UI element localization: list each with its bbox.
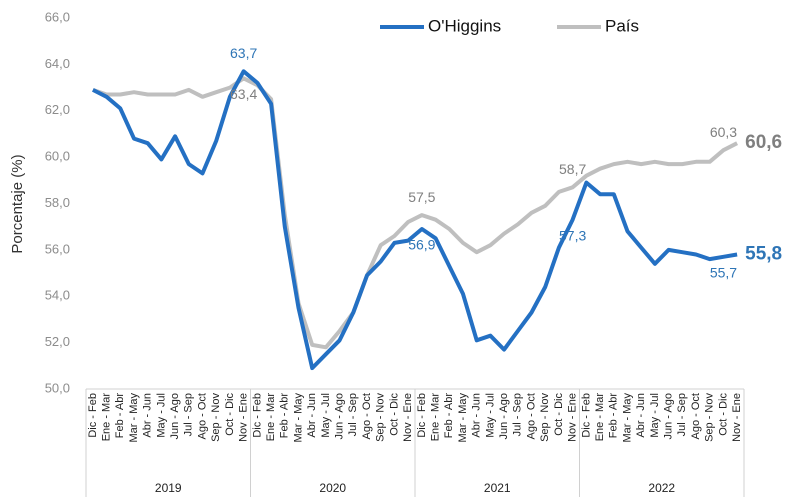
x-tick-label: Jun - Ago xyxy=(169,393,181,439)
x-tick-label: Ene - Mar xyxy=(265,393,277,442)
x-tick-label: Sep - Nov xyxy=(210,393,222,442)
x-tick-label: Jul - Sep xyxy=(512,393,524,436)
x-tick-label: Oct - Dic xyxy=(224,393,236,436)
x-tick-label: Jul - Sep xyxy=(183,393,195,436)
y-tick-label: 60,0 xyxy=(45,149,70,164)
x-tick-label: May - Jul xyxy=(320,393,332,438)
x-tick-label: Jun - Ago xyxy=(334,393,346,439)
x-tick-label: Nov - Ene xyxy=(567,393,579,442)
data-label: 58,7 xyxy=(559,161,586,177)
x-tick-label: Feb - Abr xyxy=(279,393,291,439)
x-tick-label: Abr - Jun xyxy=(471,393,483,438)
data-label: 63,7 xyxy=(230,45,257,61)
data-label: 55,7 xyxy=(710,265,737,281)
x-tick-label: Ene - Mar xyxy=(429,393,441,442)
x-tick-label: Feb - Abr xyxy=(114,393,126,439)
x-group-label: 2019 xyxy=(155,481,182,495)
y-tick-label: 50,0 xyxy=(45,380,70,395)
x-tick-label: Sep - Nov xyxy=(704,393,716,442)
series-line xyxy=(92,76,739,350)
x-tick-label: Ene - Mar xyxy=(100,393,112,442)
y-tick-label: 66,0 xyxy=(45,9,70,24)
x-group-label: 2021 xyxy=(484,481,511,495)
data-label: 60,3 xyxy=(710,124,737,140)
x-tick-label: Oct - Dic xyxy=(553,393,565,436)
x-tick-label: Ago - Oct xyxy=(361,393,373,439)
x-tick-label: Ago - Oct xyxy=(690,393,702,439)
y-tick-label: 64,0 xyxy=(45,56,70,71)
legend-label: O'Higgins xyxy=(428,16,501,35)
x-tick-label: Nov - Ene xyxy=(731,393,743,442)
x-tick-label: May - Jul xyxy=(155,393,167,438)
x-group-label: 2022 xyxy=(648,481,675,495)
data-label: 57,5 xyxy=(408,189,435,205)
x-tick-label: Jun - Ago xyxy=(663,393,675,439)
x-tick-label: Mar - May xyxy=(128,393,140,443)
x-tick-label: Abr - Jun xyxy=(142,393,154,438)
x-tick-label: Dic - Feb xyxy=(87,393,99,438)
x-tick-label: Nov - Ene xyxy=(238,393,250,442)
x-tick-label: Ago - Oct xyxy=(196,393,208,439)
data-label: 55,8 xyxy=(745,244,782,265)
x-tick-label: Mar - May xyxy=(621,393,633,443)
x-tick-label: Jul - Sep xyxy=(676,393,688,436)
x-tick-label: Ene - Mar xyxy=(594,393,606,442)
x-tick-label: Dic - Feb xyxy=(416,393,428,438)
data-label: 57,3 xyxy=(559,227,586,243)
series-line xyxy=(92,69,738,371)
y-tick-label: 52,0 xyxy=(45,334,70,349)
x-tick-label: Jun - Ago xyxy=(498,393,510,439)
y-tick-label: 54,0 xyxy=(45,288,70,303)
x-tick-label: Sep - Nov xyxy=(375,393,387,442)
x-tick-label: Oct - Dic xyxy=(388,393,400,436)
x-tick-label: Feb - Abr xyxy=(443,393,455,439)
x-tick-label: May - Jul xyxy=(649,393,661,438)
x-tick-label: Abr - Jun xyxy=(635,393,647,438)
x-tick-label: Sep - Nov xyxy=(539,393,551,442)
y-tick-label: 56,0 xyxy=(45,241,70,256)
x-tick-label: Dic - Feb xyxy=(251,393,263,438)
y-axis-label: Porcentaje (%) xyxy=(9,154,26,253)
data-label: 60,6 xyxy=(745,132,782,153)
x-tick-label: Mar - May xyxy=(457,392,469,442)
x-tick-label: Dic - Feb xyxy=(580,393,592,438)
y-tick-label: 62,0 xyxy=(45,102,70,117)
y-tick-label: 58,0 xyxy=(45,195,70,210)
x-tick-label: May - Jul xyxy=(484,393,496,438)
legend-label: País xyxy=(605,16,639,35)
x-tick-label: Mar - May xyxy=(292,393,304,443)
x-tick-label: Ago - Oct xyxy=(525,393,537,439)
data-label: 63,4 xyxy=(230,86,257,102)
x-tick-label: Abr - Jun xyxy=(306,393,318,438)
x-tick-label: Oct - Dic xyxy=(717,393,729,436)
x-tick-label: Feb - Abr xyxy=(608,393,620,439)
x-group-label: 2020 xyxy=(319,481,346,495)
data-label: 56,9 xyxy=(408,237,435,253)
x-tick-label: Nov - Ene xyxy=(402,393,414,442)
x-tick-label: Jul - Sep xyxy=(347,393,359,436)
